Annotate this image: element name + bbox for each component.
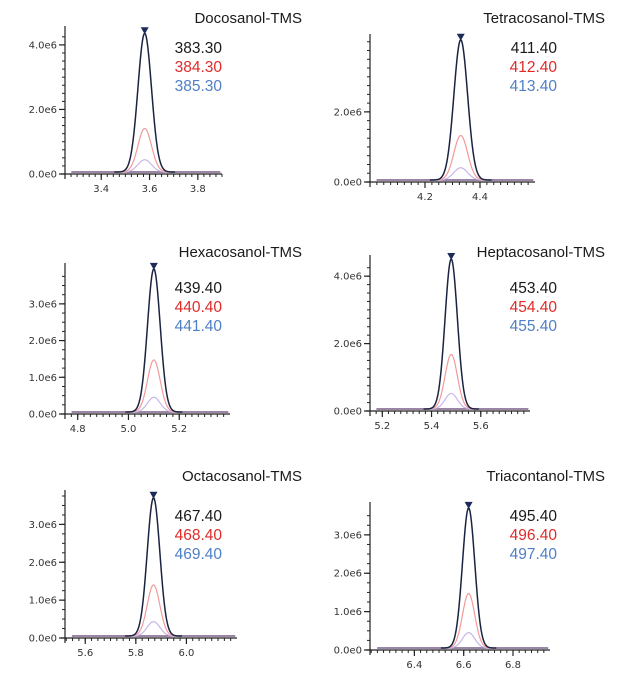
- y-tick-label: 1.0e6: [29, 596, 57, 607]
- ion-mass-label: 413.40: [510, 78, 558, 95]
- chart-title: Heptacosanol-TMS: [477, 244, 605, 261]
- x-tick-label: 6.6: [456, 660, 472, 671]
- y-tick-label: 3.0e6: [29, 520, 57, 531]
- peak-trace-412.40: [429, 134, 492, 181]
- ion-mass-label: 454.40: [510, 299, 558, 316]
- y-tick-label: 0.0e0: [29, 170, 57, 181]
- peak-trace-385.30: [114, 159, 176, 173]
- ion-mass-label: 496.40: [510, 527, 558, 544]
- peak-apex-marker: [140, 27, 149, 35]
- ion-mass-label: 497.40: [510, 546, 558, 563]
- y-tick-label: 4.0e6: [334, 272, 362, 283]
- peak-trace-497.40: [440, 632, 497, 649]
- ion-mass-label: 385.30: [175, 78, 223, 95]
- ion-mass-label: 412.40: [510, 59, 558, 76]
- x-tick-label: 3.6: [142, 184, 158, 195]
- y-tick-label: 2.0e6: [29, 336, 57, 347]
- ion-mass-label: 440.40: [175, 299, 223, 316]
- y-tick-label: 3.0e6: [334, 530, 362, 541]
- chart-panel: 6.4 6.6 6.8 0.0e0 1.0e6 2.0e6 3.0e6 Triacontano…: [334, 468, 605, 671]
- chart-panel: 5.2 5.4 5.6 0.0e0 2.0e6 4.0e6 Heptacosanol-TMS…: [334, 244, 605, 432]
- chart-panel: 5.6 5.8 6.0 0.0e0 1.0e6 2.0e6 3.0e6 Octacosanol…: [29, 468, 302, 659]
- ion-mass-label: 411.40: [511, 40, 558, 57]
- peak-trace-413.40: [429, 167, 492, 181]
- peak-trace-384.30: [114, 127, 176, 173]
- peak-apex-marker: [456, 33, 465, 41]
- y-tick-label: 0.0e0: [334, 178, 362, 189]
- peak-trace-467.40: [125, 496, 182, 637]
- peak-trace-455.40: [423, 392, 479, 410]
- peak-apex-marker: [149, 491, 158, 499]
- chart-title: Hexacosanol-TMS: [179, 244, 302, 261]
- peak-trace-383.30: [114, 32, 176, 173]
- y-tick-label: 0.0e0: [334, 646, 362, 657]
- y-tick-label: 2.0e6: [334, 107, 362, 118]
- ion-mass-label: 495.40: [510, 508, 558, 525]
- x-tick-label: 4.2: [417, 192, 433, 203]
- y-tick-label: 2.0e6: [334, 339, 362, 350]
- peak-trace-453.40: [423, 257, 479, 410]
- ion-mass-label: 469.40: [175, 546, 223, 563]
- peak-apex-marker: [447, 253, 456, 260]
- y-tick-label: 2.0e6: [334, 569, 362, 580]
- y-tick-label: 0.0e0: [29, 410, 57, 421]
- ion-mass-label: 441.40: [175, 318, 223, 335]
- x-tick-label: 5.6: [473, 421, 489, 432]
- peak-trace-468.40: [125, 584, 182, 637]
- ion-mass-label: 383.30: [175, 40, 223, 57]
- chart-panel: 4.8 5.0 5.2 0.0e0 1.0e6 2.0e6 3.0e6 Hexacosanol…: [29, 244, 302, 435]
- peak-trace-441.40: [125, 396, 183, 413]
- peak-trace-495.40: [440, 506, 497, 649]
- x-tick-label: 3.8: [190, 184, 206, 195]
- y-tick-label: 0.0e0: [29, 634, 57, 645]
- chart-title: Tetracosanol-TMS: [483, 10, 605, 27]
- x-tick-label: 4.8: [70, 424, 86, 435]
- peak-trace-411.40: [429, 38, 492, 181]
- ion-mass-label: 453.40: [510, 280, 558, 297]
- ion-mass-label: 439.40: [175, 280, 223, 297]
- x-tick-label: 5.0: [121, 424, 137, 435]
- y-tick-label: 4.0e6: [29, 40, 57, 51]
- x-tick-label: 6.0: [178, 648, 194, 659]
- y-tick-label: 3.0e6: [29, 299, 57, 310]
- chart-panel: 4.2 4.4 0.0e0 2.0e6 Tetracosanol-TMS 411.40 41…: [334, 10, 605, 203]
- x-tick-label: 5.2: [374, 421, 390, 432]
- ion-mass-label: 384.30: [175, 59, 223, 76]
- x-tick-label: 5.6: [77, 648, 93, 659]
- y-tick-label: 1.0e6: [29, 373, 57, 384]
- ion-mass-label: 467.40: [175, 508, 223, 525]
- peak-apex-marker: [464, 501, 473, 509]
- x-tick-label: 3.4: [93, 184, 109, 195]
- chart-title: Triacontanol-TMS: [486, 468, 605, 485]
- y-tick-label: 2.0e6: [29, 558, 57, 569]
- chart-panel: 3.4 3.6 3.8 0.0e0 2.0e6 4.0e6 Docosanol-TMS 383…: [29, 10, 302, 195]
- x-tick-label: 5.4: [424, 421, 440, 432]
- x-tick-label: 5.8: [128, 648, 144, 659]
- peak-trace-496.40: [440, 592, 497, 649]
- peak-trace-454.40: [423, 353, 479, 410]
- x-tick-label: 4.4: [472, 192, 488, 203]
- x-tick-label: 5.2: [171, 424, 187, 435]
- peak-trace-469.40: [125, 621, 182, 637]
- chart-title: Docosanol-TMS: [194, 10, 302, 27]
- peak-trace-440.40: [125, 359, 183, 413]
- chart-title: Octacosanol-TMS: [182, 468, 302, 485]
- y-tick-label: 0.0e0: [334, 407, 362, 418]
- x-tick-label: 6.8: [505, 660, 521, 671]
- ion-mass-label: 455.40: [510, 318, 558, 335]
- peak-apex-marker: [149, 262, 158, 270]
- ion-mass-label: 468.40: [175, 527, 223, 544]
- y-tick-label: 2.0e6: [29, 105, 57, 116]
- x-tick-label: 6.4: [406, 660, 422, 671]
- y-tick-label: 1.0e6: [334, 607, 362, 618]
